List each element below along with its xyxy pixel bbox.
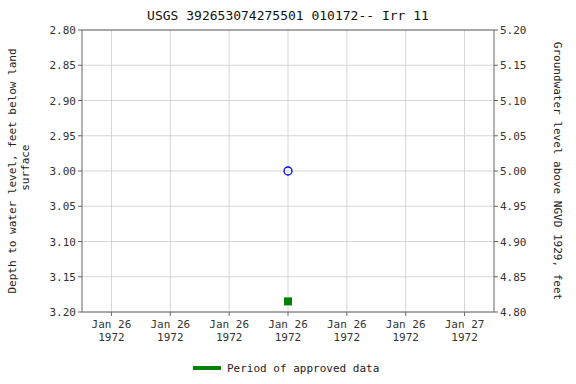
tick xyxy=(494,312,498,313)
text-line: 1972 xyxy=(392,331,419,344)
tick xyxy=(346,312,347,316)
grid-line xyxy=(111,30,112,312)
text-line: Jan 26 xyxy=(386,318,426,331)
text-line: 1972 xyxy=(98,331,125,344)
text-line: 1972 xyxy=(275,331,302,344)
y-axis: 2.80 2.85 2.90 2.95 3.00 3.05 3.10 3.15 3.20 xyxy=(50,24,83,319)
tick xyxy=(494,206,498,207)
grid-line xyxy=(405,30,406,312)
tick-label: Jan 261972 xyxy=(386,318,426,344)
tick-label: 3.10 xyxy=(50,236,77,249)
tick-label: Jan 261972 xyxy=(92,318,132,344)
tick xyxy=(170,312,171,316)
tick-label: 2.80 xyxy=(50,24,77,37)
tick-label: 4.90 xyxy=(500,236,527,249)
grid-line xyxy=(229,30,230,312)
tick xyxy=(78,241,82,242)
tick xyxy=(494,135,498,136)
tick-label: Jan 261972 xyxy=(209,318,249,344)
text-line: Jan 26 xyxy=(209,318,249,331)
tick xyxy=(78,171,82,172)
tick xyxy=(494,65,498,66)
tick-label: 5.00 xyxy=(500,165,527,178)
tick xyxy=(405,312,406,316)
tick xyxy=(229,312,230,316)
y-axis-label: Depth to water level, feet below land su… xyxy=(6,48,32,293)
y2-axis-label: Groundwater level above NGVD 1929, feet xyxy=(551,42,564,300)
tick-label: 5.05 xyxy=(500,130,527,143)
point xyxy=(284,167,292,175)
text-line: 1972 xyxy=(334,331,361,344)
text-line: 1972 xyxy=(451,331,478,344)
tick-label: 2.85 xyxy=(50,59,77,72)
tick xyxy=(78,65,82,66)
tick-label: 5.10 xyxy=(500,95,527,108)
text-line: Jan 26 xyxy=(268,318,308,331)
marks xyxy=(284,167,292,305)
tick-label: 3.20 xyxy=(50,306,77,319)
text-line: Groundwater level above NGVD 1929, feet xyxy=(551,42,564,300)
tick-label: Jan 261972 xyxy=(268,318,308,344)
text-line: surface xyxy=(19,145,32,198)
tick-label: Jan 261972 xyxy=(150,318,190,344)
grid xyxy=(82,30,494,312)
tick-label: 5.15 xyxy=(500,59,527,72)
text-line: Depth to water level, feet below land xyxy=(6,48,19,293)
tick xyxy=(78,276,82,277)
tick xyxy=(78,135,82,136)
text-line: Jan 26 xyxy=(92,318,132,331)
tick xyxy=(494,171,498,172)
tick xyxy=(78,206,82,207)
grid-line xyxy=(288,30,289,312)
background xyxy=(0,0,576,384)
tick xyxy=(494,100,498,101)
title: USGS 392653074275501 010172-- Irr 11 xyxy=(147,8,429,23)
tick xyxy=(78,30,82,31)
tick xyxy=(78,100,82,101)
tick xyxy=(494,241,498,242)
grid-line xyxy=(346,30,347,312)
x-axis: Jan 261972Jan 261972Jan 261972Jan 261972… xyxy=(92,312,485,344)
tick xyxy=(111,312,112,316)
tick xyxy=(494,276,498,277)
tick-label: 3.00 xyxy=(50,165,77,178)
chart: 2.80 2.85 2.90 2.95 3.00 3.05 3.10 3.15 3.20 4.80… xyxy=(0,0,576,384)
legend-swatch xyxy=(193,366,221,370)
tick-label: 3.05 xyxy=(50,200,77,213)
tick xyxy=(78,312,82,313)
tick-label: Jan 261972 xyxy=(327,318,367,344)
point xyxy=(285,298,292,305)
tick-label: 2.95 xyxy=(50,130,77,143)
legend-label: Period of approved data xyxy=(227,362,379,375)
tick-label: 4.80 xyxy=(500,306,527,319)
tick-label: 4.95 xyxy=(500,200,527,213)
text-line: 1972 xyxy=(216,331,243,344)
tick xyxy=(288,312,289,316)
tick-label: Jan 271972 xyxy=(445,318,485,344)
tick-label: 3.15 xyxy=(50,271,77,284)
text-line: Jan 27 xyxy=(445,318,485,331)
tick-label: 5.20 xyxy=(500,24,527,37)
tick xyxy=(464,312,465,316)
tick xyxy=(494,30,498,31)
text-line: Jan 26 xyxy=(327,318,367,331)
grid-line xyxy=(464,30,465,312)
text-line: Jan 26 xyxy=(150,318,190,331)
y2-axis: 4.80 4.85 4.90 4.95 5.00 5.05 5.10 5.15 5.20 xyxy=(494,24,527,319)
tick-label: 4.85 xyxy=(500,271,527,284)
grid-line xyxy=(170,30,171,312)
tick-label: 2.90 xyxy=(50,95,77,108)
text-line: 1972 xyxy=(157,331,184,344)
legend: Period of approved data xyxy=(193,362,379,375)
plot-frame xyxy=(82,30,494,312)
